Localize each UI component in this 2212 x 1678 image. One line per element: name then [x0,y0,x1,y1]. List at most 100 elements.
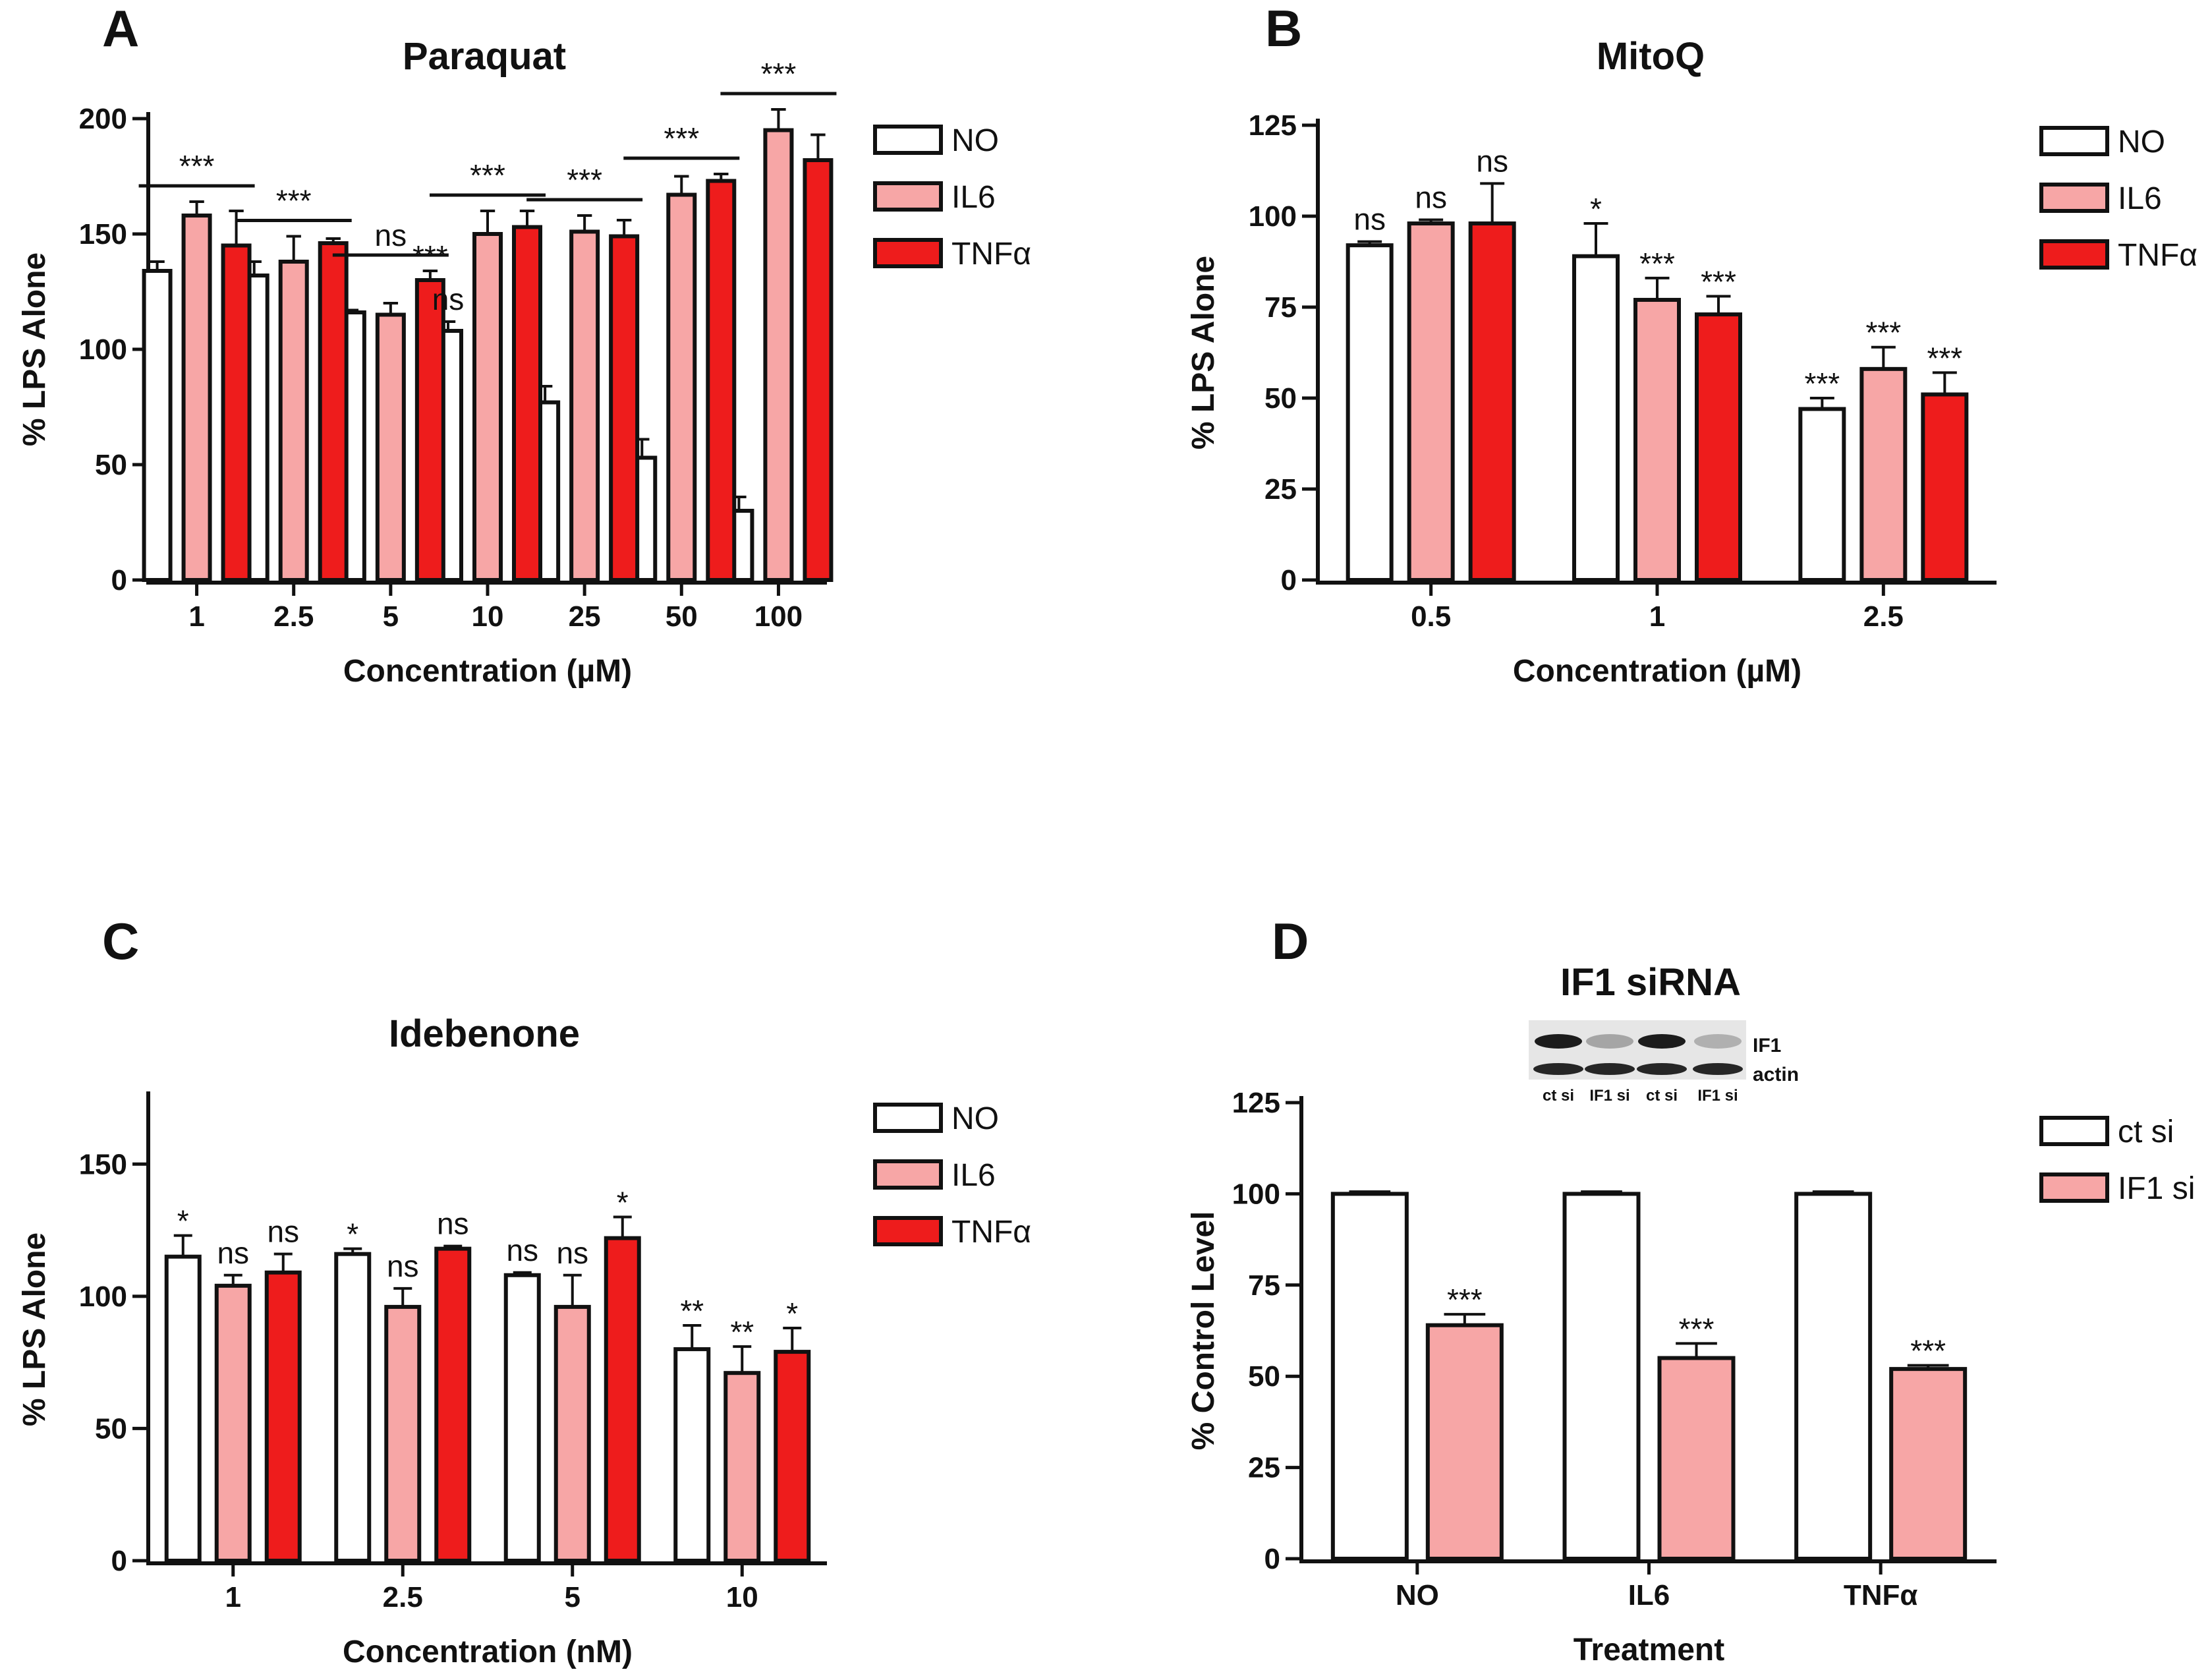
legend-label: NO [951,123,999,158]
legend-swatch [873,125,943,155]
bar [318,241,349,582]
significance-label: * [1590,192,1602,226]
significance-label: * [347,1217,358,1252]
y-tick-label: 100 [1232,1178,1280,1210]
bar [1889,1367,1968,1561]
significance-label: ** [730,1315,754,1349]
significance-label: *** [412,239,448,274]
x-tick-label: TNFα [1844,1579,1918,1611]
blot-band-if1 [1535,1034,1582,1049]
significance-label: *** [1639,246,1675,281]
significance-label: *** [1910,1334,1946,1368]
blot-band-actin [1693,1063,1743,1075]
y-axis-label: % LPS Alone [1186,256,1221,449]
legend-label: IF1 si [2118,1171,2195,1206]
bar [774,1350,811,1563]
bar [1562,1192,1641,1561]
bar [434,1246,472,1563]
significance-label: *** [1447,1283,1483,1317]
x-tick-label: 1 [1649,600,1665,633]
legend-label: IL6 [951,180,996,215]
bar [278,260,309,582]
y-tick-label: 100 [79,1281,127,1313]
significance-label: *** [1865,316,1901,350]
significance-label: ns [217,1236,249,1270]
significance-label: ns [1415,181,1447,215]
bar [1468,221,1516,583]
legend-swatch [2039,126,2109,156]
y-tick-label: 150 [79,1148,127,1180]
significance-label: *** [664,121,699,156]
bar [384,1304,422,1563]
legend-swatch [2039,1116,2109,1146]
y-tick-label: 50 [95,449,127,481]
legend-swatch [2039,239,2109,270]
y-tick-label: 0 [1281,564,1297,596]
bar [666,192,697,582]
significance-label: * [177,1204,189,1238]
y-tick-label: 0 [111,564,127,596]
panel-A: A Paraquat 0 50 100 150 200 1 2.5 5 10 25 50 100 Conce… [17,0,1031,689]
bar [375,312,406,582]
x-axis-label: Concentration (µM) [343,654,632,689]
bar [334,1252,372,1563]
significance-label: ns [506,1233,538,1267]
bar [264,1270,302,1563]
x-tick-label: 10 [726,1581,758,1613]
significance-label: * [617,1186,629,1220]
x-tick-label: 100 [754,600,803,633]
chart-title: IF1 siRNA [1560,961,1741,1004]
legend-swatch [2039,1172,2109,1203]
blot-band-if1 [1638,1034,1686,1049]
significance-label: *** [567,163,602,197]
bar [1859,366,1908,583]
blot-band-if1 [1694,1034,1742,1049]
significance-label: *** [276,184,312,218]
significance-label: *** [1701,264,1736,299]
y-tick-label: 50 [1264,382,1297,415]
x-tick-label: 2.5 [1863,600,1904,633]
legend-swatch [2039,183,2109,213]
bar [706,179,737,582]
x-axis-label: Treatment [1574,1633,1724,1667]
bar [1657,1356,1736,1561]
y-tick-label: 100 [1249,200,1297,233]
x-tick-label: 5 [383,600,399,633]
bar [414,278,445,582]
bar [472,232,503,582]
bar [803,158,834,582]
bar [604,1236,641,1563]
y-tick-label: 0 [1264,1543,1280,1575]
western-blot-inset: ct si IF1 si ct si IF1 si IF1 actin [1529,1020,1799,1105]
bar [1798,407,1846,582]
y-tick-label: 50 [1248,1360,1280,1393]
significance-label: ns [267,1215,299,1249]
significance-label: *** [1679,1312,1715,1346]
x-tick-label: 0.5 [1411,600,1451,633]
panel-letter: B [1265,0,1302,57]
legend-swatch [873,1103,943,1133]
significance-label: *** [1927,341,1962,375]
significance-label: *** [1804,366,1840,401]
bar [512,225,542,582]
bar [214,1283,252,1563]
blot-lane-label: IF1 si [1589,1087,1630,1105]
y-tick-label: 75 [1248,1269,1280,1302]
bar [569,229,600,582]
x-tick-label: 2.5 [273,600,314,633]
bar [164,1254,202,1563]
y-tick-label: 50 [95,1412,127,1445]
y-tick-label: 125 [1232,1087,1280,1119]
bar [1346,243,1394,582]
panel-letter: C [102,912,139,970]
x-tick-label: NO [1396,1579,1439,1611]
legend-label: IL6 [951,1158,996,1193]
legend-swatch [873,1159,943,1190]
bar [221,243,252,582]
legend-label: TNFα [951,237,1031,272]
significance-label: *** [761,57,797,91]
bar [673,1347,711,1563]
legend-swatch [873,1216,943,1246]
panel-letter: A [102,0,139,57]
